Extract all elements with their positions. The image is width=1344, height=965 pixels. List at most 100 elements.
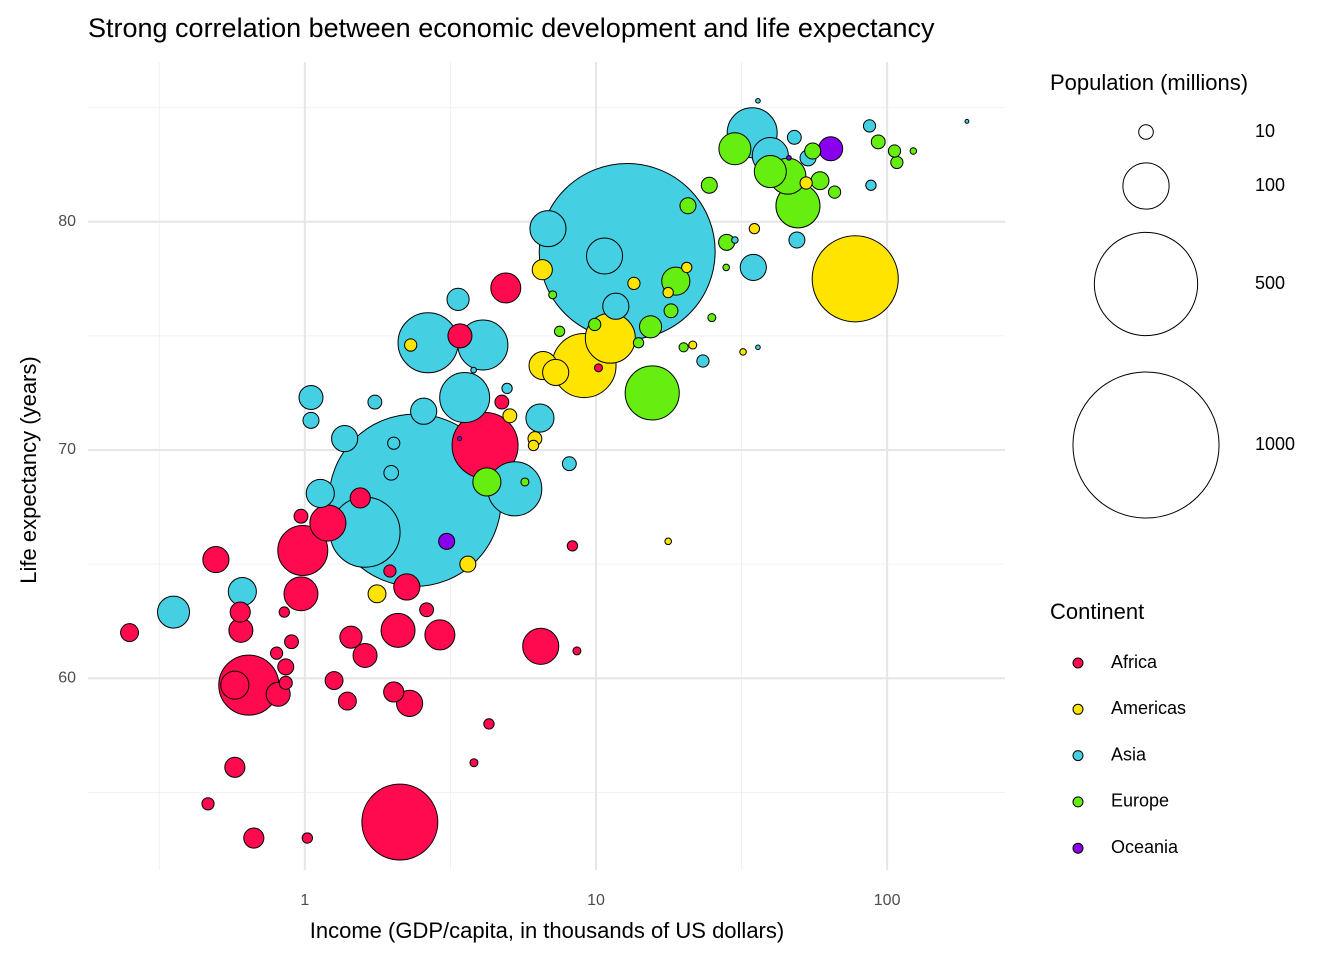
bubble xyxy=(542,358,570,386)
size-legend-key xyxy=(1072,371,1220,519)
size-legend-label: 500 xyxy=(1255,273,1285,293)
bubble xyxy=(469,758,479,768)
bubble xyxy=(887,144,902,158)
bubble xyxy=(301,832,313,844)
bubble xyxy=(383,564,397,578)
bubble xyxy=(361,783,439,861)
bubbles xyxy=(120,97,970,861)
bubble xyxy=(283,576,319,612)
y-tick-label: 60 xyxy=(58,669,76,686)
bubble xyxy=(446,287,470,311)
bubble xyxy=(627,276,641,291)
bubble xyxy=(553,325,566,337)
legend-swatch xyxy=(1072,796,1084,808)
bubble xyxy=(753,155,787,189)
bubble xyxy=(393,573,421,601)
bubble xyxy=(424,619,456,651)
bubble xyxy=(602,292,630,320)
legend-swatch xyxy=(1072,657,1084,669)
bubble xyxy=(277,524,329,576)
bubble xyxy=(157,595,191,629)
bubble xyxy=(278,675,293,690)
bubble xyxy=(483,718,495,730)
bubble xyxy=(696,354,710,368)
bubble xyxy=(324,671,344,691)
bubble xyxy=(459,555,477,573)
bubble xyxy=(419,602,435,618)
bubble xyxy=(588,317,602,332)
bubble xyxy=(890,155,904,170)
bubble xyxy=(548,290,558,300)
bubble xyxy=(494,394,510,410)
bubble xyxy=(566,540,579,552)
bubble xyxy=(865,179,877,191)
bubble xyxy=(788,231,806,249)
bubble xyxy=(739,253,767,281)
bubble xyxy=(352,642,378,668)
bubble xyxy=(707,313,717,323)
bubble xyxy=(585,237,624,275)
size-legend-label: 100 xyxy=(1255,175,1285,195)
bubble xyxy=(662,286,674,299)
bubble xyxy=(632,337,645,349)
x-tick-label: 10 xyxy=(587,892,605,909)
bubble xyxy=(337,691,357,711)
bubble xyxy=(404,338,418,352)
bubble xyxy=(502,408,518,424)
bubble xyxy=(472,467,502,497)
bubble xyxy=(383,465,400,481)
bubble xyxy=(755,344,761,351)
bubble xyxy=(748,222,761,235)
bubble xyxy=(529,210,567,248)
bubble xyxy=(624,365,680,421)
bubble xyxy=(664,537,672,546)
bubble xyxy=(438,532,456,550)
size-legend-key xyxy=(1093,231,1199,337)
bubble xyxy=(572,646,582,656)
bubble xyxy=(531,259,553,281)
bubble xyxy=(681,261,693,274)
legend-label: Africa xyxy=(1111,652,1158,672)
bubble xyxy=(525,403,555,433)
bubble xyxy=(731,236,739,244)
size-legend-label: 1000 xyxy=(1255,434,1295,454)
bubble xyxy=(810,171,830,191)
legend-label: Americas xyxy=(1111,698,1186,718)
bubble xyxy=(718,132,752,166)
bubble xyxy=(786,129,802,145)
legend-label: Oceania xyxy=(1111,837,1179,857)
bubble xyxy=(527,439,540,452)
bubble xyxy=(309,504,347,542)
bubble xyxy=(593,363,603,373)
legend-label: Asia xyxy=(1111,744,1147,764)
bubble xyxy=(739,348,747,356)
bubble xyxy=(380,612,416,648)
bubble xyxy=(201,797,215,811)
legend-swatch xyxy=(1072,842,1084,854)
legend-label: Europe xyxy=(1111,791,1169,811)
bubble xyxy=(339,625,363,649)
bubble xyxy=(284,634,299,650)
chart-title: Strong correlation between economic deve… xyxy=(88,13,935,43)
bubble xyxy=(679,197,697,215)
size-legend-title: Population (millions) xyxy=(1050,70,1248,95)
bubble xyxy=(224,756,246,778)
bubble xyxy=(827,185,842,199)
bubble xyxy=(755,97,761,104)
bubble xyxy=(120,623,139,643)
bubble xyxy=(700,176,718,194)
legend-swatch xyxy=(1072,750,1084,762)
bubble xyxy=(811,235,899,323)
bubble xyxy=(367,584,387,604)
bubble xyxy=(447,323,473,349)
bubble xyxy=(870,134,886,150)
bubble xyxy=(387,436,401,450)
bubble xyxy=(367,394,383,410)
bubble xyxy=(663,303,679,319)
bubble xyxy=(862,119,877,133)
bubble xyxy=(331,425,359,453)
bubble xyxy=(678,342,689,353)
bubble xyxy=(302,411,320,429)
color-legend-title: Continent xyxy=(1050,599,1144,624)
